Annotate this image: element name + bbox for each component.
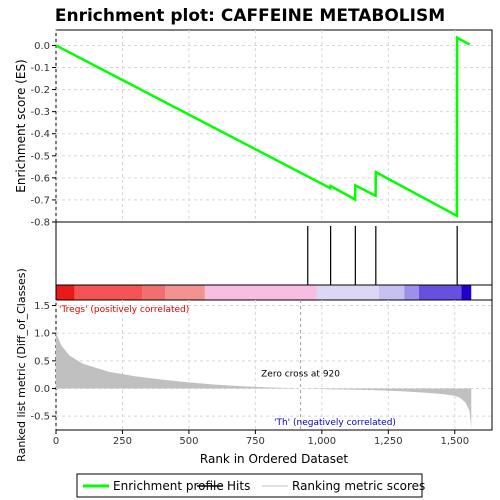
ranking-colorbar: [56, 285, 471, 300]
colorbar-segment: [317, 285, 379, 300]
rank-y-tick-label: -0.5: [30, 412, 50, 423]
colorbar-segment: [165, 285, 205, 300]
hits-panel-frame: [56, 222, 492, 285]
x-axis-label: Rank in Ordered Dataset: [200, 452, 348, 466]
es-y-tick-label: -0.5: [30, 151, 50, 162]
chart-title: Enrichment plot: CAFFEINE METABOLISM: [55, 6, 445, 26]
colorbar-segment: [75, 285, 143, 300]
colorbar-segment: [379, 285, 404, 300]
legend-label: Ranking metric scores: [292, 479, 425, 493]
es-y-tick-label: -0.8: [30, 218, 50, 229]
es-y-ticks: 0.0 -0.1 -0.2 -0.3 -0.4 -0.5 -0.6 -0.7 -0.8: [30, 41, 56, 229]
rank-y-ticks: 1.5 1.0 0.5 0.0 -0.5: [30, 301, 56, 423]
x-axis-ticks: 0 250 500 750 1,000 1,250 1,500: [53, 430, 469, 447]
rank-y-tick-label: 1.5: [34, 301, 50, 312]
es-y-tick-label: -0.7: [30, 195, 50, 206]
es-y-tick-label: -0.4: [30, 129, 50, 140]
negative-correlation-label: 'Th' (negatively correlated): [274, 418, 396, 428]
colorbar-segment: [419, 285, 462, 300]
colorbar-segment: [461, 285, 471, 300]
rank-y-tick-label: 1.0: [34, 329, 50, 340]
legend-label: Hits: [227, 479, 250, 493]
es-y-tick-label: -0.6: [30, 173, 50, 184]
x-tick-label: 0: [53, 436, 59, 447]
es-y-axis-label: Enrichment score (ES): [14, 59, 28, 192]
es-y-tick-label: -0.2: [30, 85, 50, 96]
colorbar-segment: [56, 285, 75, 300]
es-y-tick-label: -0.1: [30, 63, 50, 74]
x-tick-label: 500: [179, 436, 198, 447]
es-panel-frame: [56, 30, 492, 222]
colorbar-segment: [205, 285, 317, 300]
positive-correlation-label: 'Tregs' (positively correlated): [59, 305, 189, 315]
x-tick-label: 250: [113, 436, 132, 447]
rank-panel-frame: [56, 300, 492, 430]
x-tick-label: 750: [246, 436, 265, 447]
x-tick-label: 1,250: [374, 436, 403, 447]
x-tick-label: 1,000: [308, 436, 337, 447]
colorbar-segment: [404, 285, 419, 300]
colorbar-segment: [142, 285, 165, 300]
es-y-tick-label: -0.3: [30, 107, 50, 118]
rank-y-tick-label: 0.5: [34, 356, 50, 367]
x-tick-label: 1,500: [440, 436, 469, 447]
rank-y-tick-label: 0.0: [34, 384, 50, 395]
es-y-tick-label: 0.0: [34, 41, 50, 52]
rank-y-axis-label: Ranked list metric (Diff_of_Classes): [15, 268, 28, 462]
zero-cross-label: Zero cross at 920: [261, 369, 340, 379]
